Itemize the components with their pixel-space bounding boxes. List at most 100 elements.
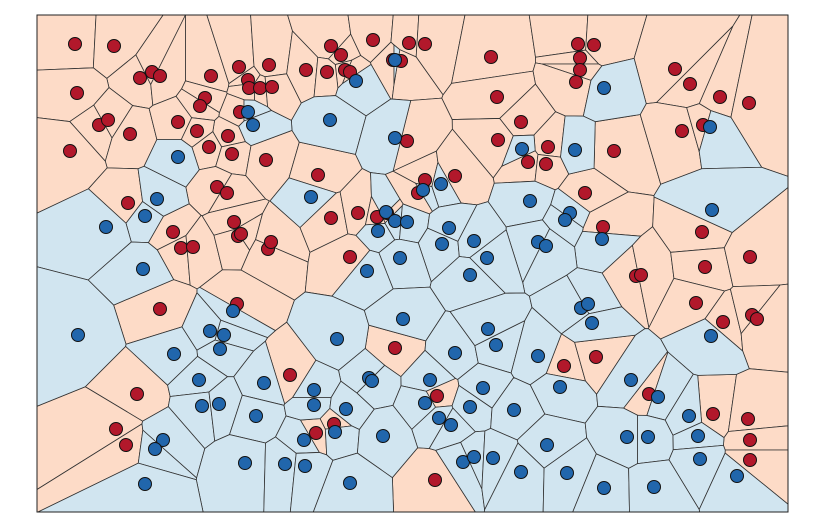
- data-point: [647, 480, 661, 494]
- data-point: [156, 433, 170, 447]
- voronoi-cell: [582, 57, 647, 123]
- data-point: [448, 346, 462, 360]
- data-point: [402, 36, 416, 50]
- data-point: [423, 373, 437, 387]
- data-point: [217, 328, 231, 342]
- data-point: [121, 196, 135, 210]
- data-point: [730, 469, 744, 483]
- data-point: [148, 442, 162, 456]
- data-point: [262, 58, 276, 72]
- data-point: [573, 63, 587, 77]
- data-point: [560, 466, 574, 480]
- data-point: [221, 129, 235, 143]
- data-point: [634, 268, 648, 282]
- voronoi-cell: [356, 404, 419, 479]
- data-point: [138, 477, 152, 491]
- data-point: [434, 177, 448, 191]
- data-point: [463, 400, 477, 414]
- data-point: [360, 264, 374, 278]
- data-point: [63, 144, 77, 158]
- data-point: [246, 118, 260, 132]
- data-point: [515, 142, 529, 156]
- data-point: [234, 227, 248, 241]
- data-point: [490, 90, 504, 104]
- data-point: [651, 390, 665, 404]
- data-point: [539, 239, 553, 253]
- data-point: [193, 99, 207, 113]
- data-point: [484, 50, 498, 64]
- data-point: [597, 481, 611, 495]
- data-point: [595, 232, 609, 246]
- data-point: [166, 225, 180, 239]
- voronoi-cells: [36, 14, 789, 513]
- data-point: [304, 190, 318, 204]
- data-point: [109, 422, 123, 436]
- data-point: [150, 192, 164, 206]
- data-point: [278, 457, 292, 471]
- data-point: [299, 63, 313, 77]
- data-point: [396, 312, 410, 326]
- data-point: [558, 213, 572, 227]
- data-point: [571, 37, 585, 51]
- data-point: [174, 241, 188, 255]
- data-point: [365, 374, 379, 388]
- data-point: [371, 224, 385, 238]
- voronoi-cell: [269, 177, 338, 229]
- data-point: [750, 312, 764, 326]
- data-point: [476, 381, 490, 395]
- data-point: [557, 359, 571, 373]
- data-point: [388, 214, 402, 228]
- data-point: [553, 380, 567, 394]
- data-point: [307, 398, 321, 412]
- data-point: [573, 51, 587, 65]
- data-point: [706, 407, 720, 421]
- data-point: [620, 430, 634, 444]
- data-point: [388, 341, 402, 355]
- data-point: [578, 186, 592, 200]
- data-point: [119, 438, 133, 452]
- data-point: [297, 433, 311, 447]
- data-point: [418, 37, 432, 51]
- voronoi-cell: [727, 368, 789, 432]
- data-point: [507, 403, 521, 417]
- data-point: [130, 387, 144, 401]
- data-point: [442, 221, 456, 235]
- data-point: [99, 220, 113, 234]
- data-point: [589, 350, 603, 364]
- data-point: [343, 250, 357, 264]
- data-point: [343, 476, 357, 490]
- data-point: [683, 77, 697, 91]
- data-point: [238, 456, 252, 470]
- data-point: [607, 144, 621, 158]
- data-point: [481, 322, 495, 336]
- data-point: [400, 134, 414, 148]
- data-point: [432, 411, 446, 425]
- data-point: [743, 453, 757, 467]
- data-point: [569, 75, 583, 89]
- data-point: [136, 262, 150, 276]
- data-point: [689, 296, 703, 310]
- data-point: [691, 429, 705, 443]
- data-point: [531, 349, 545, 363]
- data-point: [705, 203, 719, 217]
- data-point: [171, 115, 185, 129]
- data-point: [693, 452, 707, 466]
- data-point: [213, 342, 227, 356]
- data-point: [379, 205, 393, 219]
- data-point: [309, 426, 323, 440]
- data-point: [668, 62, 682, 76]
- data-point: [641, 430, 655, 444]
- data-point: [192, 373, 206, 387]
- data-point: [339, 402, 353, 416]
- data-point: [388, 131, 402, 145]
- data-point: [489, 338, 503, 352]
- data-point: [400, 215, 414, 229]
- data-point: [68, 37, 82, 51]
- data-point: [597, 81, 611, 95]
- data-point: [153, 302, 167, 316]
- data-point: [742, 96, 756, 110]
- data-point: [430, 389, 444, 403]
- data-point: [123, 127, 137, 141]
- data-point: [330, 332, 344, 346]
